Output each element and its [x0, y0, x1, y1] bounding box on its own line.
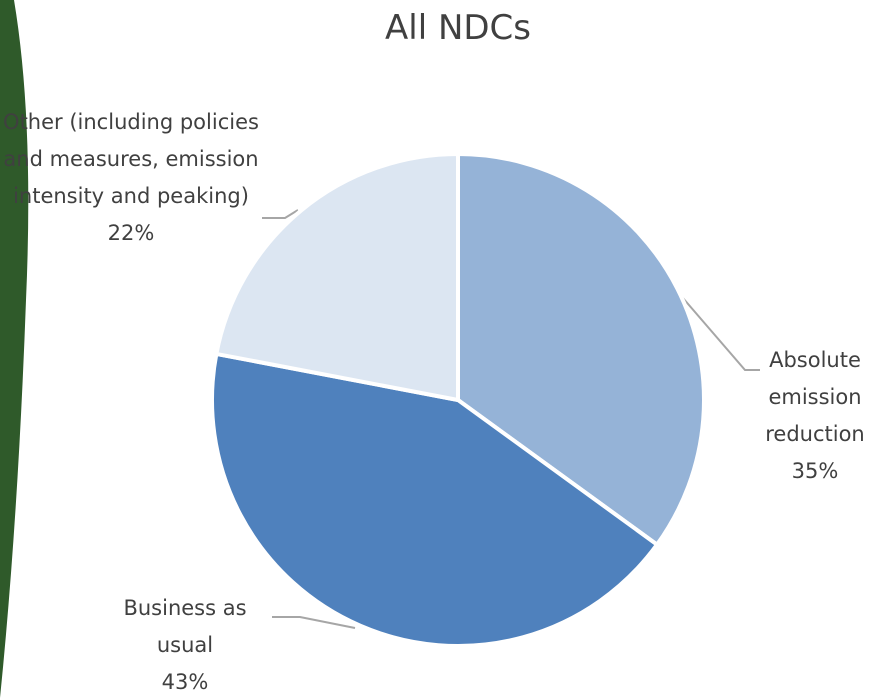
leader-line — [272, 616, 356, 629]
pie-slice — [210, 351, 660, 648]
slice-label: Absolute emission reduction 35% — [740, 342, 883, 490]
leader-line — [675, 289, 760, 371]
value-label: 35% — [791, 459, 839, 483]
category-label: Absolute emission reduction — [765, 348, 865, 446]
slice-label: Other (including policies and measures, … — [0, 104, 262, 252]
category-label: Other (including policies and measures, … — [3, 110, 259, 208]
value-label: 43% — [161, 670, 209, 694]
category-label: Business as usual — [123, 596, 247, 657]
background-leaf — [0, 0, 29, 698]
slice-label: Business as usual 43% — [95, 590, 275, 698]
pie-slice — [456, 152, 706, 547]
leader-line — [262, 209, 299, 219]
chart-title: All NDCs — [384, 8, 532, 48]
pie-slice — [214, 152, 460, 402]
value-label: 22% — [107, 221, 155, 245]
